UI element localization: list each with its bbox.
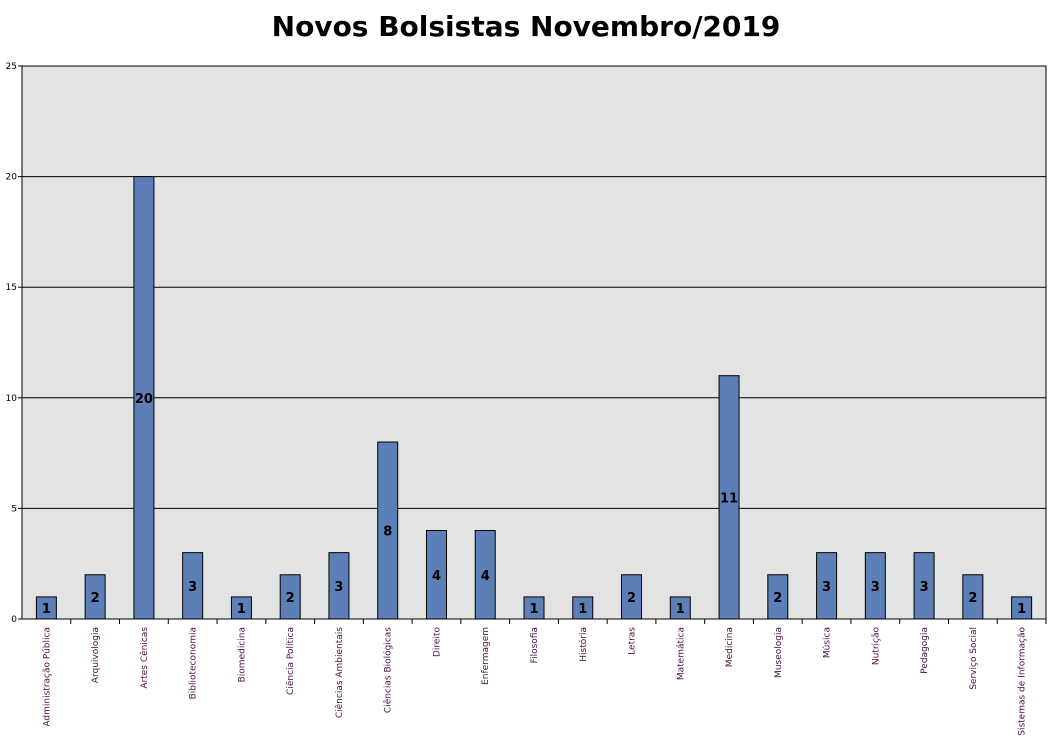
data-label: 2 bbox=[286, 591, 295, 606]
bar bbox=[767, 574, 789, 620]
bar bbox=[328, 552, 350, 620]
bar bbox=[35, 596, 57, 620]
bar bbox=[913, 552, 935, 620]
bar bbox=[523, 596, 545, 620]
x-tick-label: Ciências Ambientais bbox=[334, 627, 345, 718]
bar bbox=[864, 552, 886, 620]
x-tick-label: Direito bbox=[432, 627, 442, 657]
bar bbox=[474, 530, 496, 620]
x-tick-label: Letras bbox=[628, 627, 638, 655]
x-tick-label: Matemática bbox=[676, 627, 686, 680]
bar bbox=[377, 441, 399, 620]
bar bbox=[84, 574, 106, 620]
data-label: 1 bbox=[578, 602, 587, 617]
bar bbox=[572, 596, 594, 620]
x-tick-label: Enfermagem bbox=[481, 627, 491, 685]
data-label: 3 bbox=[334, 580, 343, 595]
x-tick-label: Biomedicina bbox=[237, 627, 247, 682]
x-tick-label: Museologia bbox=[774, 627, 784, 678]
bar bbox=[962, 574, 984, 620]
data-label: 20 bbox=[135, 392, 153, 407]
data-label: 11 bbox=[720, 491, 738, 506]
bar bbox=[133, 176, 155, 620]
data-label: 3 bbox=[822, 580, 831, 595]
x-tick-label: História bbox=[578, 627, 589, 662]
x-tick-label: Administração Pública bbox=[42, 627, 52, 727]
y-tick-label: 0 bbox=[11, 615, 17, 625]
y-tick-label: 20 bbox=[6, 173, 18, 183]
x-tick-label: Ciência Política bbox=[285, 627, 296, 695]
x-tick-label: Música bbox=[823, 627, 833, 658]
plot-area bbox=[22, 66, 1046, 619]
y-tick-label: 10 bbox=[6, 394, 18, 404]
data-label: 1 bbox=[1017, 602, 1026, 617]
bar bbox=[1011, 596, 1033, 620]
data-label: 2 bbox=[968, 591, 977, 606]
data-label: 4 bbox=[432, 569, 441, 584]
data-label: 3 bbox=[871, 580, 880, 595]
bar bbox=[230, 596, 252, 620]
data-label: 2 bbox=[627, 591, 636, 606]
x-tick-label: Arquivologia bbox=[91, 627, 101, 683]
bar bbox=[182, 552, 204, 620]
x-tick-label: Nutrição bbox=[871, 627, 881, 666]
data-label: 1 bbox=[237, 602, 246, 617]
x-tick-label: Artes Cênicas bbox=[139, 627, 150, 689]
chart-title: Novos Bolsistas Novembro/2019 bbox=[271, 10, 781, 43]
bar bbox=[279, 574, 301, 620]
data-label: 4 bbox=[481, 569, 490, 584]
bar bbox=[816, 552, 838, 620]
bar bbox=[621, 574, 643, 620]
data-label: 2 bbox=[91, 591, 100, 606]
data-label: 3 bbox=[920, 580, 929, 595]
y-tick-label: 25 bbox=[6, 62, 17, 72]
x-tick-label: Filosofia bbox=[530, 627, 540, 663]
x-tick-label: Serviço Social bbox=[969, 627, 979, 690]
data-label: 3 bbox=[188, 580, 197, 595]
data-label: 2 bbox=[773, 591, 782, 606]
data-label: 1 bbox=[42, 602, 51, 617]
data-label: 1 bbox=[676, 602, 685, 617]
data-label: 8 bbox=[383, 525, 392, 540]
x-tick-label: Sistemas de Informação bbox=[1018, 627, 1028, 736]
x-tick-label: Ciências Biológicas bbox=[383, 627, 394, 713]
y-tick-label: 5 bbox=[11, 504, 17, 514]
bar bbox=[425, 530, 447, 620]
x-tick-label: Pedagogia bbox=[920, 627, 930, 674]
bar bbox=[669, 596, 691, 620]
x-tick-label: Biblioteconomia bbox=[189, 627, 199, 699]
data-label: 1 bbox=[529, 602, 538, 617]
y-tick-label: 15 bbox=[6, 283, 17, 293]
bar bbox=[718, 375, 740, 620]
x-tick-label: Medicina bbox=[725, 627, 735, 667]
